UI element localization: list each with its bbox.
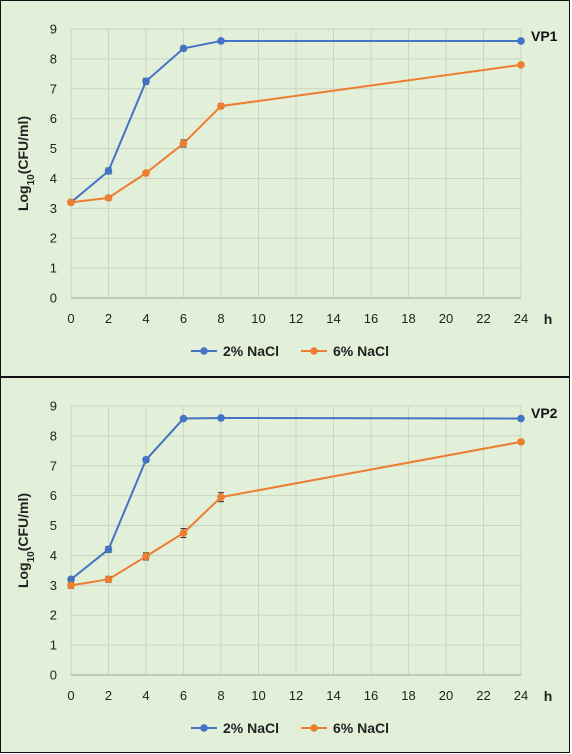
data-point (517, 37, 525, 45)
data-point (142, 456, 150, 464)
x-tick-label: 16 (364, 688, 378, 703)
x-tick-label: 14 (326, 311, 340, 326)
data-point (217, 414, 225, 422)
x-tick-label: 10 (251, 688, 265, 703)
data-point (217, 37, 225, 45)
chart-panel-vp1: 0 1 2 3 4 5 6 7 8 9 0 2 4 6 8 10 12 14 16 18 20 22 24 h Log10(CF… (0, 0, 570, 377)
panel-label: VP2 (531, 405, 558, 421)
y-tick-label: 2 (50, 231, 57, 246)
data-point (67, 581, 75, 590)
legend-label: 2% NaCl (223, 720, 279, 736)
y-tick-label: 0 (50, 291, 57, 306)
data-point (179, 414, 188, 423)
data-point (67, 198, 75, 207)
y-axis-title: Log10(CFU/ml) (15, 116, 37, 211)
legend-label: 6% NaCl (333, 343, 389, 359)
series-line (70, 63, 522, 204)
series-line (70, 416, 522, 581)
x-axis-title: h (544, 688, 553, 704)
x-tick-label: 6 (180, 311, 187, 326)
y-tick-label: 7 (50, 81, 57, 96)
x-tick-label: 6 (180, 688, 187, 703)
x-tick-label: 2 (105, 688, 112, 703)
y-tick-label: 3 (50, 578, 57, 593)
data-point (517, 414, 525, 423)
legend-marker (310, 347, 318, 355)
y-tick-label: 5 (50, 518, 57, 533)
chart-panel-vp2: 0 1 2 3 4 5 6 7 8 9 0 2 4 6 8 10 12 14 16 18 20 22 24 h Log10(CF… (0, 377, 570, 753)
y-tick-label: 0 (50, 668, 57, 683)
x-tick-label: 24 (514, 688, 528, 703)
x-tick-label: 0 (67, 688, 74, 703)
y-tick-label: 7 (50, 458, 57, 473)
data-point (142, 169, 150, 177)
y-axis-title: Log10(CFU/ml) (15, 493, 37, 588)
x-tick-label: 2 (105, 311, 112, 326)
x-tick-label: 20 (439, 311, 453, 326)
data-point (104, 545, 113, 554)
x-tick-label: 14 (326, 688, 340, 703)
x-tick-label: 12 (289, 688, 303, 703)
y-tick-label: 6 (50, 488, 57, 503)
x-tick-label: 18 (401, 311, 415, 326)
x-tick-label: 12 (289, 311, 303, 326)
y-tick-label: 4 (50, 548, 57, 563)
x-axis-title: h (544, 311, 553, 327)
legend-marker (310, 724, 318, 732)
data-point (217, 493, 225, 501)
data-point (104, 575, 113, 584)
x-tick-label: 22 (476, 311, 490, 326)
x-tick-label: 16 (364, 311, 378, 326)
y-tick-label: 8 (50, 428, 57, 443)
y-tick-label: 4 (50, 171, 57, 186)
x-tick-label: 0 (67, 311, 74, 326)
y-tick-label: 9 (50, 399, 57, 414)
x-tick-label: 8 (217, 688, 224, 703)
x-tick-label: 10 (251, 311, 265, 326)
legend-label: 6% NaCl (333, 720, 389, 736)
y-tick-label: 9 (50, 22, 57, 37)
legend-marker (200, 347, 208, 355)
series-line (70, 39, 521, 204)
data-point (67, 575, 75, 584)
y-tick-label: 6 (50, 111, 57, 126)
panel-label: VP1 (531, 28, 558, 44)
data-point (517, 61, 525, 69)
x-tick-label: 18 (401, 688, 415, 703)
data-point (104, 194, 113, 202)
y-tick-label: 8 (50, 51, 57, 66)
legend-label: 2% NaCl (223, 343, 279, 359)
x-tick-label: 24 (514, 311, 528, 326)
data-point (179, 529, 188, 537)
data-point (179, 139, 188, 148)
y-tick-label: 2 (50, 608, 57, 623)
y-tick-label: 5 (50, 141, 57, 156)
data-point (104, 167, 113, 175)
data-point (142, 77, 150, 86)
y-tick-label: 1 (50, 638, 57, 653)
y-tick-label: 1 (50, 261, 57, 276)
data-point (517, 438, 525, 446)
x-tick-label: 8 (217, 311, 224, 326)
series-line (70, 440, 522, 587)
legend-marker (200, 724, 208, 732)
data-point (217, 102, 225, 110)
x-tick-label: 4 (142, 688, 149, 703)
data-point (179, 44, 188, 53)
x-tick-label: 20 (439, 688, 453, 703)
data-point (142, 552, 150, 561)
y-tick-label: 3 (50, 201, 57, 216)
x-tick-label: 4 (142, 311, 149, 326)
x-tick-label: 22 (476, 688, 490, 703)
